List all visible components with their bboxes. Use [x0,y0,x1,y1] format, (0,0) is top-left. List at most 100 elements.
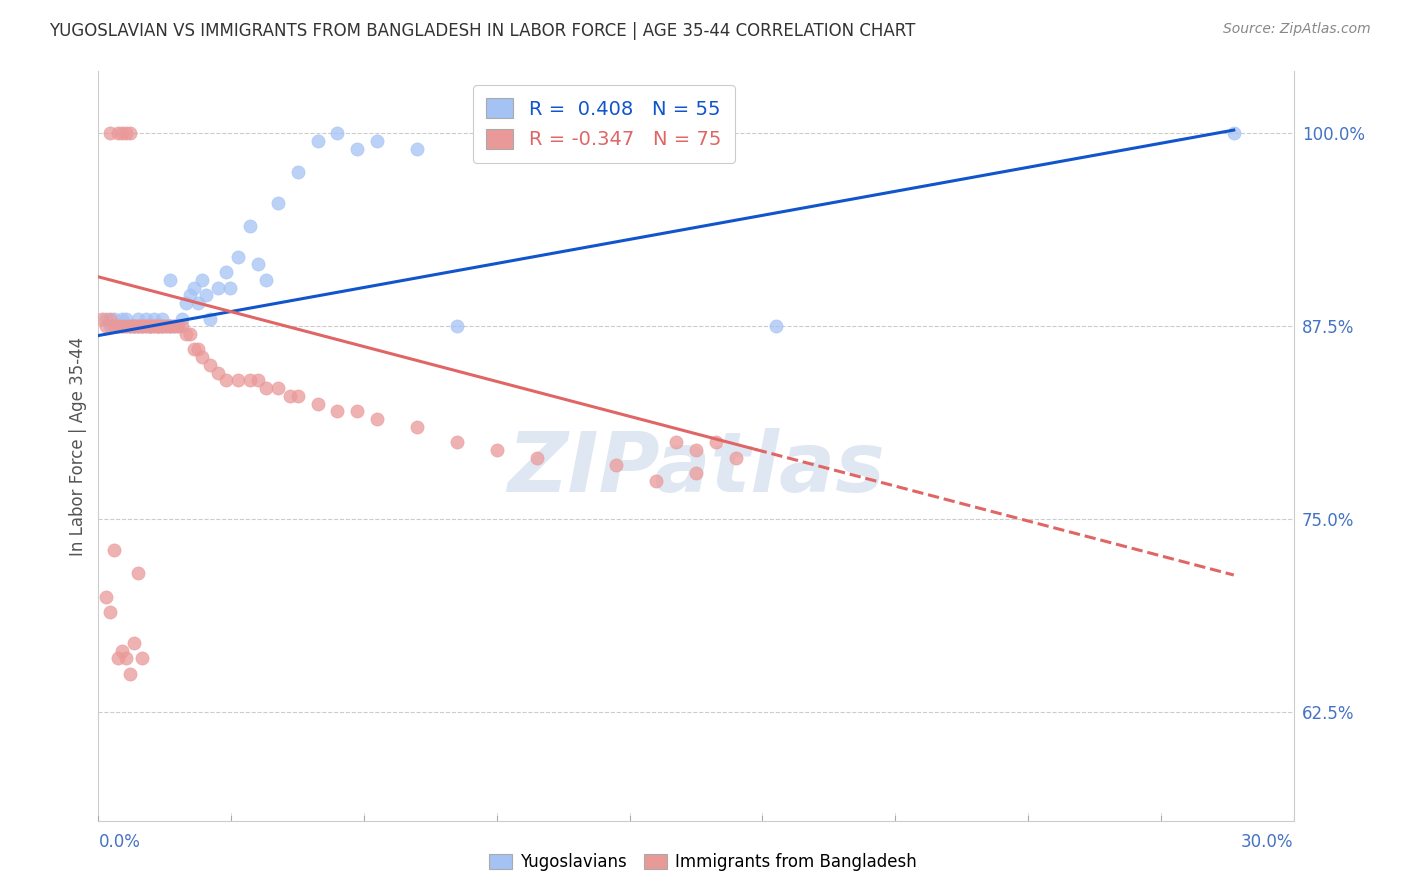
Point [96,319,118,334]
Text: 30.0%: 30.0% [1241,833,1294,851]
Point [326,126,349,140]
Point [115,319,138,334]
Point [406,419,429,434]
Point [98,126,122,140]
Point [124,319,146,334]
Point [111,319,134,334]
Point [685,442,707,457]
Point [135,319,157,334]
Point [150,319,173,334]
Point [127,319,149,334]
Point [103,319,125,334]
Point [159,273,181,287]
Point [111,311,134,326]
Point [287,165,309,179]
Point [159,319,181,334]
Point [107,651,129,665]
Point [207,366,229,380]
Point [346,404,368,418]
Point [107,319,129,334]
Point [131,651,153,665]
Point [150,311,173,326]
Point [174,296,197,310]
Point [446,435,468,450]
Point [172,319,194,334]
Y-axis label: In Labor Force | Age 35-44: In Labor Force | Age 35-44 [69,336,87,556]
Point [406,142,429,156]
Point [724,450,747,465]
Point [115,311,138,326]
Point [287,389,309,403]
Point [107,126,129,140]
Point [155,319,177,334]
Point [267,381,290,395]
Point [98,605,122,619]
Point [155,319,177,334]
Point [124,319,146,334]
Point [143,311,166,326]
Point [98,311,122,326]
Point [135,311,157,326]
Point [246,257,269,271]
Point [167,319,190,334]
Point [645,474,668,488]
Point [346,142,368,156]
Point [143,319,166,334]
Point [172,311,194,326]
Point [179,288,201,302]
Point [187,343,209,357]
Point [215,373,238,387]
Point [307,134,329,148]
Point [96,311,118,326]
Point [148,319,170,334]
Point [131,319,153,334]
Point [111,319,134,334]
Point [198,358,221,372]
Point [219,280,242,294]
Point [124,636,146,650]
Point [366,134,388,148]
Point [267,195,290,210]
Point [179,326,201,341]
Point [103,543,125,558]
Point [120,666,142,681]
Point [526,142,548,156]
Point [446,319,468,334]
Point [239,373,262,387]
Point [115,319,138,334]
Point [111,643,134,657]
Point [163,319,186,334]
Point [366,412,388,426]
Point [148,319,170,334]
Point [120,319,142,334]
Point [150,319,173,334]
Point [139,319,162,334]
Text: 0.0%: 0.0% [98,833,141,851]
Point [326,404,349,418]
Point [98,319,122,334]
Point [139,319,162,334]
Point [127,566,149,581]
Point [143,319,166,334]
Point [665,435,688,450]
Point [115,651,138,665]
Point [124,319,146,334]
Point [91,311,114,326]
Point [115,126,138,140]
Point [239,219,262,233]
Point [127,311,149,326]
Point [120,126,142,140]
Point [605,458,627,473]
Point [254,273,277,287]
Point [605,142,627,156]
Point [704,435,727,450]
Point [685,466,707,480]
Point [159,319,181,334]
Point [111,126,134,140]
Point [163,319,186,334]
Point [215,265,238,279]
Point [139,319,162,334]
Point [254,381,277,395]
Point [148,319,170,334]
Point [174,326,197,341]
